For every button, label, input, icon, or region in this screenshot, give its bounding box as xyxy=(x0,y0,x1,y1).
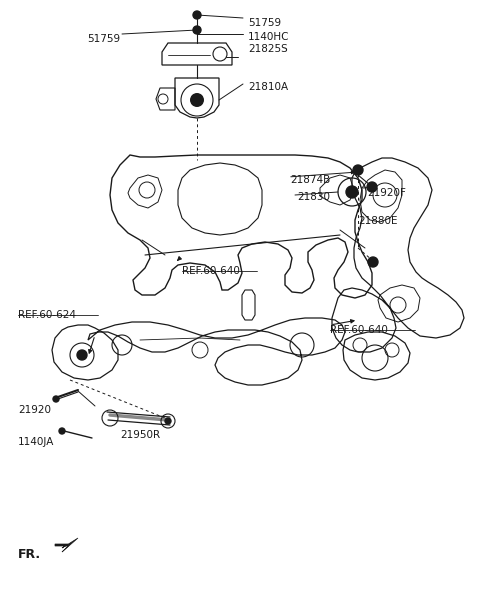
Circle shape xyxy=(190,93,204,107)
Circle shape xyxy=(53,396,59,402)
Circle shape xyxy=(367,182,377,192)
Text: 21825S: 21825S xyxy=(248,44,288,54)
Polygon shape xyxy=(55,538,78,552)
Circle shape xyxy=(165,418,171,424)
Text: 21810A: 21810A xyxy=(248,82,288,92)
Circle shape xyxy=(353,165,363,175)
Text: FR.: FR. xyxy=(18,548,41,561)
Text: REF.60-640: REF.60-640 xyxy=(330,325,388,335)
Text: 21830: 21830 xyxy=(297,192,330,202)
Circle shape xyxy=(368,257,378,267)
Text: 51759: 51759 xyxy=(87,34,120,44)
Circle shape xyxy=(193,26,201,34)
Text: 1140HC: 1140HC xyxy=(248,32,289,42)
Text: 21880E: 21880E xyxy=(358,216,397,226)
Text: 21920: 21920 xyxy=(18,405,51,415)
Circle shape xyxy=(77,350,87,360)
Text: 21950R: 21950R xyxy=(120,430,160,440)
Circle shape xyxy=(193,11,201,19)
Text: 21874B: 21874B xyxy=(290,175,330,185)
Text: 51759: 51759 xyxy=(248,18,281,28)
Text: 21920F: 21920F xyxy=(367,188,406,198)
Text: 1140JA: 1140JA xyxy=(18,437,54,447)
Text: REF.60-640: REF.60-640 xyxy=(182,266,240,276)
Circle shape xyxy=(59,428,65,434)
Text: REF.60-624: REF.60-624 xyxy=(18,310,76,320)
Circle shape xyxy=(346,186,358,198)
